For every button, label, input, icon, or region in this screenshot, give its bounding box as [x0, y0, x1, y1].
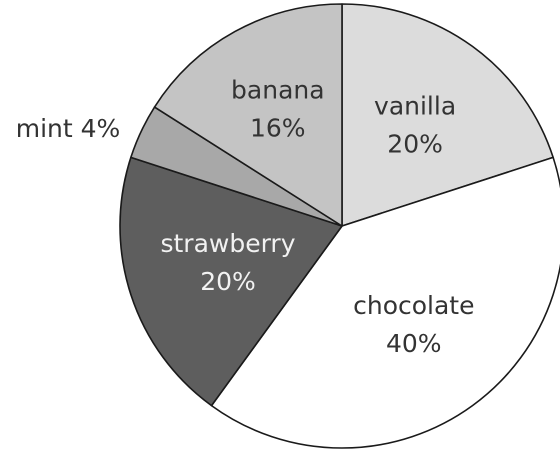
slice-value-banana: 16%	[250, 113, 306, 142]
slice-value-strawberry: 20%	[200, 267, 256, 296]
slice-label-chocolate: chocolate	[353, 291, 474, 320]
slice-value-vanilla: 20%	[387, 129, 443, 158]
slice-label-strawberry: strawberry	[160, 229, 295, 258]
slice-label-banana: banana	[231, 75, 325, 104]
slice-label-mint: mint 4%	[16, 114, 121, 143]
slice-banana	[153, 3, 343, 227]
slice-label-vanilla: vanilla	[374, 91, 456, 120]
slice-vanilla	[341, 3, 554, 227]
slice-strawberry	[119, 156, 343, 407]
slice-chocolate	[210, 156, 560, 449]
slice-value-chocolate: 40%	[386, 329, 442, 358]
pie-labels: vanilla 20% chocolate 40% strawberry 20% mint …	[16, 75, 475, 358]
pie-slices	[119, 3, 560, 449]
